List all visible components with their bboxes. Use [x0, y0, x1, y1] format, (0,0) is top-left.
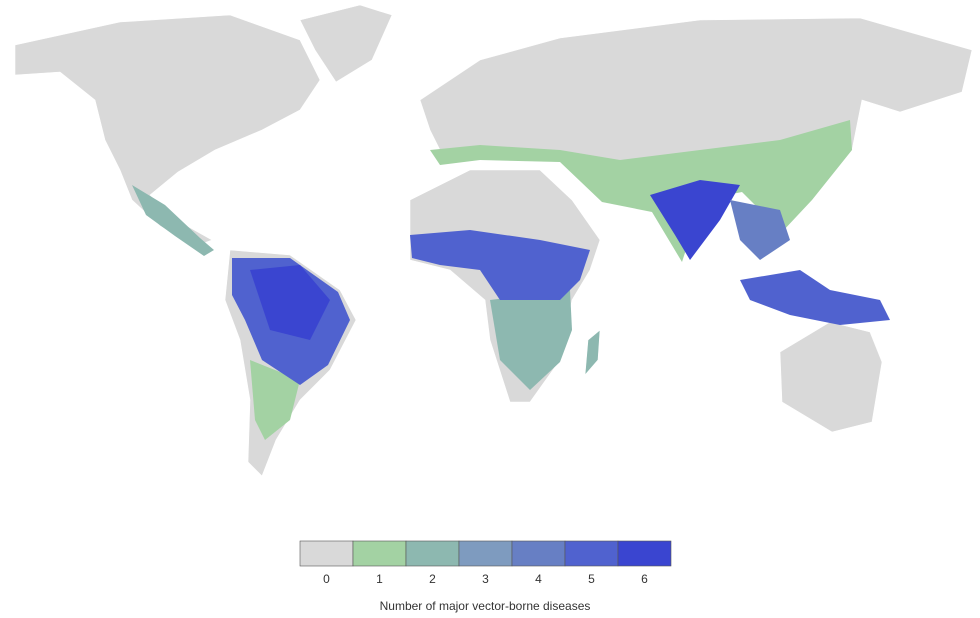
- world-map: [14, 4, 973, 477]
- legend-label: 6: [641, 572, 648, 586]
- legend-swatch: [564, 540, 619, 567]
- legend-label: 2: [429, 572, 436, 586]
- legend-label: 0: [323, 572, 330, 586]
- greenland: [299, 4, 393, 83]
- region-2: [490, 290, 572, 390]
- region-1: [250, 360, 300, 440]
- region-4: [730, 200, 790, 260]
- australia: [779, 321, 883, 433]
- region-2: [132, 185, 214, 256]
- region-5: [740, 270, 890, 325]
- legend-label: 3: [482, 572, 489, 586]
- legend-label: 4: [535, 572, 542, 586]
- region-6: [250, 265, 330, 340]
- legend-swatch: [405, 540, 460, 567]
- legend-label: 1: [376, 572, 383, 586]
- legend-swatch: [352, 540, 407, 567]
- legend-swatch: [458, 540, 513, 567]
- legend-swatch: [511, 540, 566, 567]
- legend: Number of major vector-borne diseases 0 1…: [299, 540, 672, 613]
- region-1: [430, 120, 852, 262]
- legend-label: 5: [588, 572, 595, 586]
- madagascar: [584, 329, 601, 376]
- legend-swatch: [617, 540, 672, 567]
- region-6: [650, 180, 740, 260]
- legend-swatch: [299, 540, 354, 567]
- legend-title: Number of major vector-borne diseases: [380, 599, 591, 613]
- region-5: [410, 230, 590, 300]
